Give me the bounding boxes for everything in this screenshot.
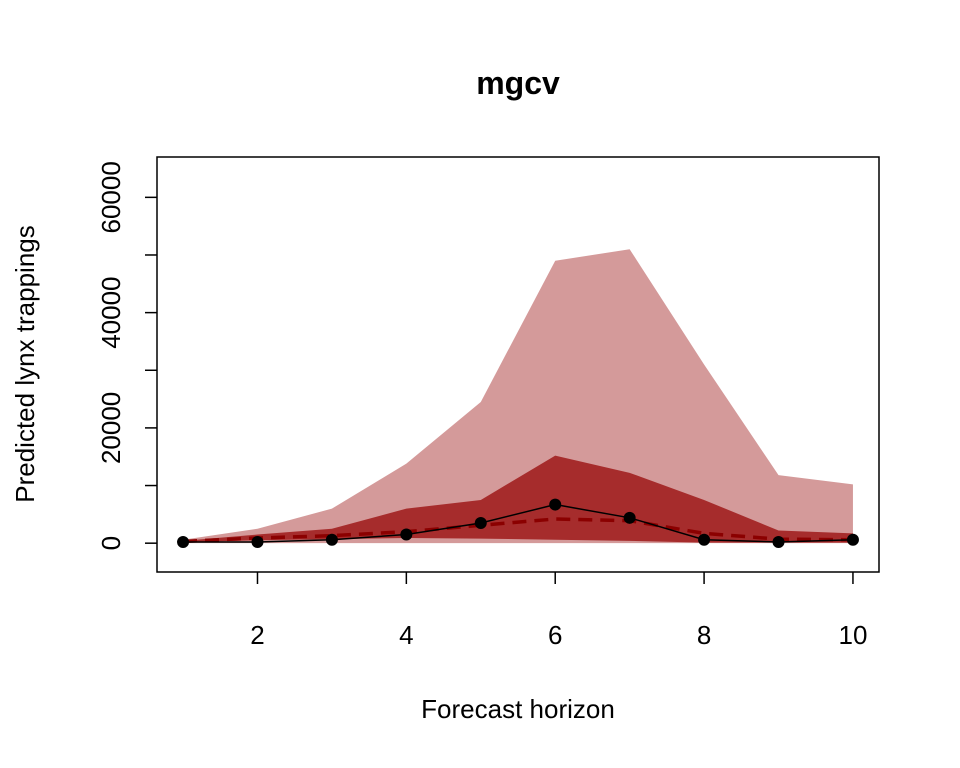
dashed-series-line <box>182 517 853 544</box>
x-tick-label: 8 <box>697 620 711 650</box>
y-axis: 0 20000 40000 60000 <box>96 161 157 550</box>
data-point <box>846 533 859 546</box>
y-tick-label: 0 <box>96 536 126 550</box>
data-point <box>549 498 562 511</box>
y-tick-label: 60000 <box>96 161 126 233</box>
data-point <box>325 533 338 546</box>
outer-prediction-band <box>183 249 853 544</box>
data-point <box>623 511 636 524</box>
data-point <box>474 517 487 530</box>
y-tick-label: 40000 <box>96 276 126 348</box>
data-point <box>251 536 264 549</box>
x-axis-label: Forecast horizon <box>421 694 615 724</box>
y-tick-label: 20000 <box>96 392 126 464</box>
data-point <box>177 536 190 549</box>
data-point <box>698 533 711 546</box>
x-tick-label: 4 <box>399 620 413 650</box>
inner-prediction-band <box>183 455 853 543</box>
x-axis: 2 4 6 8 10 <box>250 572 867 650</box>
plot-frame <box>156 156 880 573</box>
data-point <box>400 528 413 541</box>
y-axis-label: Predicted lynx trappings <box>10 225 40 502</box>
data-point <box>772 536 785 549</box>
chart-title: mgcv <box>476 65 560 101</box>
observed-series-line <box>183 503 853 543</box>
x-tick-label: 10 <box>838 620 867 650</box>
x-tick-label: 6 <box>548 620 562 650</box>
x-tick-label: 2 <box>250 620 264 650</box>
plot-area <box>177 249 859 549</box>
